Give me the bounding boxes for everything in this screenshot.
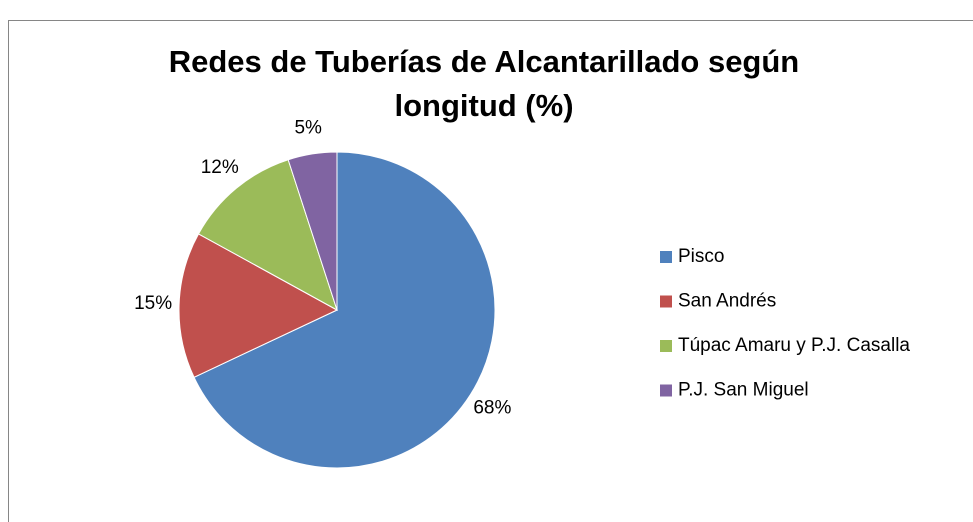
legend-swatch (660, 251, 672, 263)
legend-label: Pisco (678, 246, 724, 267)
legend-label: Túpac Amaru y P.J. Casalla (678, 335, 910, 356)
legend-swatch (660, 340, 672, 352)
data-label: 5% (294, 117, 322, 138)
pie-slice (197, 159, 338, 312)
pie-slice (287, 151, 338, 311)
pie-slice (178, 233, 339, 378)
pie-slice (193, 151, 496, 469)
legend-swatch (660, 295, 672, 308)
data-label: 15% (134, 293, 172, 314)
legend-label: P.J. San Miguel (678, 380, 809, 401)
data-label: 12% (201, 157, 239, 178)
chart-title: Redes de Tuberías de Alcantarillado segú… (168, 44, 800, 123)
legend-label: San Andrés (678, 291, 776, 312)
legend-swatch (660, 384, 672, 397)
data-label: 68% (473, 398, 511, 419)
chart-border (8, 20, 973, 522)
